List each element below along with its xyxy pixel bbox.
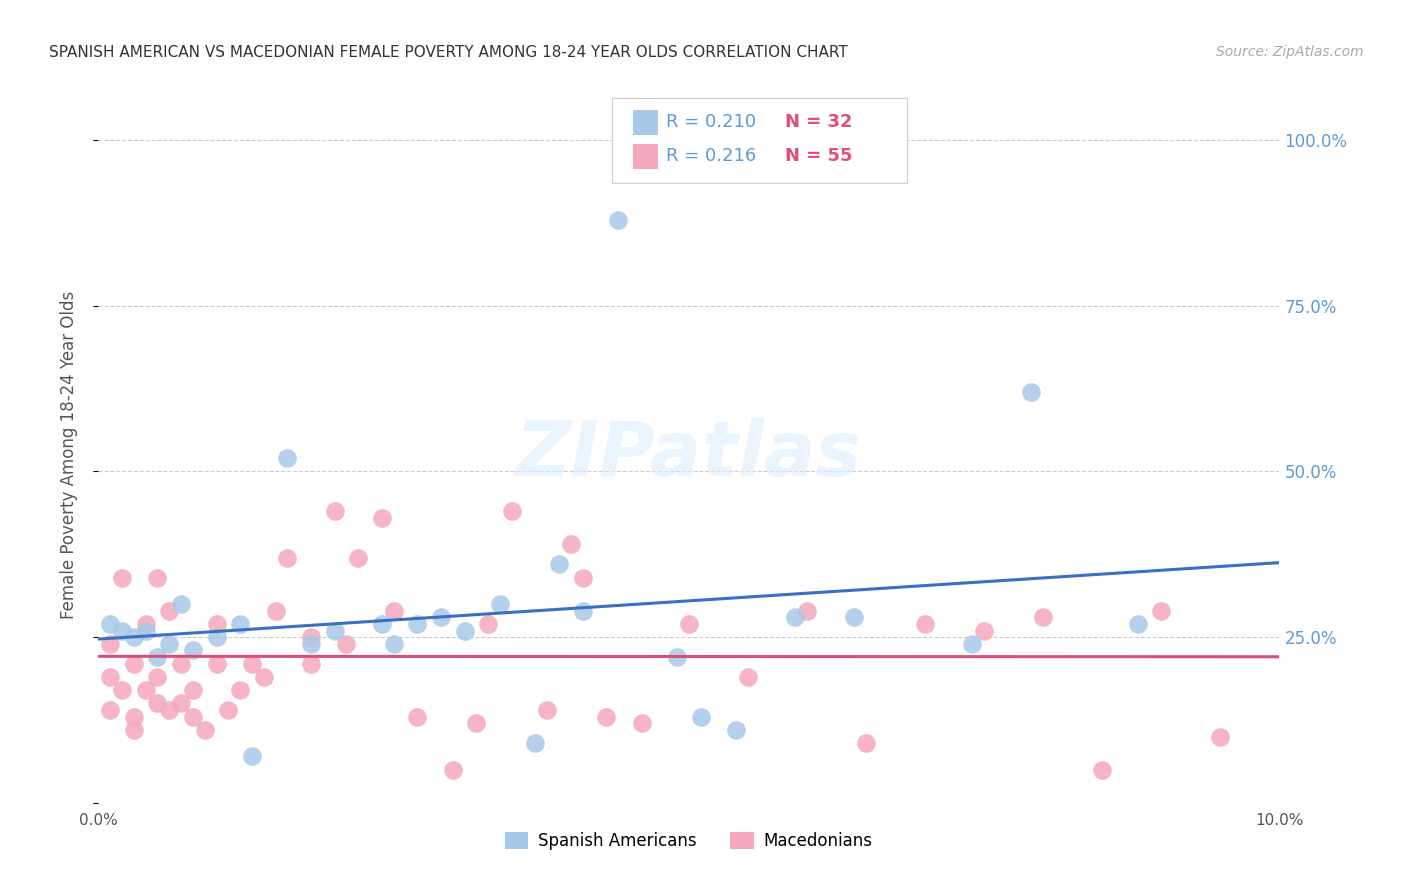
Point [299,657,322,671]
Point [371,511,394,525]
Text: R = 0.216: R = 0.216 [666,147,756,165]
Y-axis label: Female Poverty Among 18-24 Year Olds: Female Poverty Among 18-24 Year Olds [59,291,77,619]
Point [962,637,984,651]
Point [146,570,169,584]
Point [205,657,228,671]
Point [98,670,121,684]
Point [382,637,405,651]
Point [666,650,689,665]
Point [524,736,547,750]
Text: ZIPatlas: ZIPatlas [516,418,862,491]
Point [122,709,145,723]
Point [111,570,134,584]
Point [844,610,866,624]
Point [276,451,298,466]
Legend: Spanish Americans, Macedonians: Spanish Americans, Macedonians [499,826,879,857]
Point [205,630,228,644]
Point [122,657,145,671]
Point [264,604,287,618]
Point [170,697,193,711]
Point [737,670,759,684]
Point [430,610,453,624]
Point [1021,384,1043,399]
Point [560,537,582,551]
Point [181,683,204,698]
Point [382,604,405,618]
Point [217,703,239,717]
Point [146,697,169,711]
Point [135,616,157,631]
Point [111,624,134,638]
Point [146,670,169,684]
Point [406,709,429,723]
Point [299,637,322,651]
Point [571,570,593,584]
Point [785,610,807,624]
Point [122,723,145,737]
Point [122,630,145,644]
Point [630,716,652,731]
Point [135,624,157,638]
Point [1126,616,1149,631]
Point [548,558,571,572]
Point [98,616,121,631]
Point [595,709,617,723]
Text: N = 32: N = 32 [785,113,852,131]
Point [98,703,121,717]
Point [1150,604,1173,618]
Point [489,597,512,611]
Point [441,763,464,777]
Point [678,616,700,631]
Text: N = 55: N = 55 [785,147,852,165]
Point [855,736,877,750]
Point [253,670,276,684]
Point [1032,610,1054,624]
Point [205,616,228,631]
Point [347,550,370,565]
Point [323,624,346,638]
Point [111,683,134,698]
Text: Source: ZipAtlas.com: Source: ZipAtlas.com [1216,45,1364,59]
Point [181,643,204,657]
Point [571,604,593,618]
Point [323,504,346,518]
Point [276,550,298,565]
Text: SPANISH AMERICAN VS MACEDONIAN FEMALE POVERTY AMONG 18-24 YEAR OLDS CORRELATION : SPANISH AMERICAN VS MACEDONIAN FEMALE PO… [49,45,848,60]
Point [1091,763,1114,777]
Point [240,657,263,671]
Point [335,637,357,651]
Point [240,749,263,764]
Point [796,604,818,618]
Point [501,504,523,518]
Point [406,616,429,631]
Point [157,703,180,717]
Point [299,630,322,644]
Point [973,624,995,638]
Point [229,683,252,698]
Point [157,637,180,651]
Point [194,723,217,737]
Point [181,709,204,723]
Point [1209,730,1232,744]
Point [536,703,558,717]
Point [453,624,475,638]
Point [465,716,488,731]
Point [607,212,630,227]
Point [229,616,252,631]
Point [371,616,394,631]
Point [725,723,748,737]
Point [689,709,711,723]
Point [170,657,193,671]
Text: R = 0.210: R = 0.210 [666,113,756,131]
Point [914,616,936,631]
Point [157,604,180,618]
Point [477,616,499,631]
Point [170,597,193,611]
Point [98,637,121,651]
Point [135,683,157,698]
Point [146,650,169,665]
